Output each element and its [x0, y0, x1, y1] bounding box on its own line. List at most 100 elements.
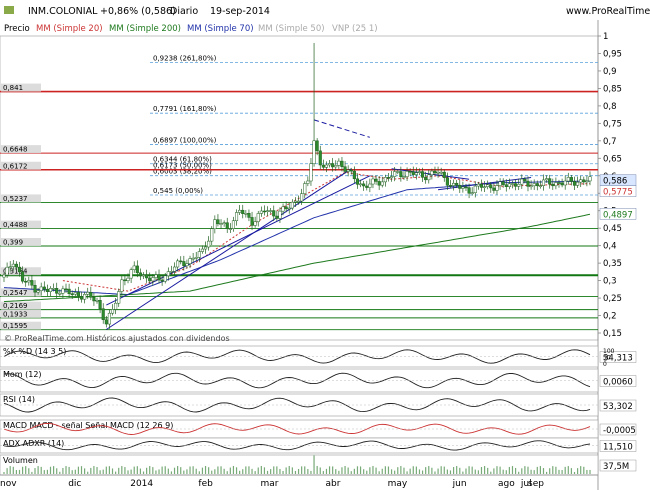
time-tick-label: jul [520, 479, 532, 489]
trendline [391, 168, 470, 180]
legend-vnp: VNP (25 1) [332, 24, 378, 34]
indicator-pane[interactable]: Volumen 37,5M [0, 454, 637, 476]
fibonacci-label: 0,545 (0,00%) [153, 187, 203, 195]
candle-body [483, 186, 487, 188]
candle-body [476, 183, 480, 187]
candle-body [300, 193, 304, 202]
level-label: 0,4488 [3, 221, 28, 229]
indicator-title: Volumen [3, 456, 38, 465]
candle-body [532, 183, 536, 187]
indicator-value: 37,5M [603, 462, 629, 472]
candle-body [188, 258, 192, 264]
candle-body [117, 291, 121, 304]
candle-body [176, 260, 180, 268]
candle-body [377, 181, 381, 186]
ma-line [62, 171, 591, 292]
candle-body [61, 288, 65, 294]
candle-body [386, 177, 391, 179]
candle-body [411, 171, 415, 175]
candle-body [455, 182, 459, 186]
time-tick-label: dic [68, 479, 81, 489]
candle-body [582, 179, 586, 183]
candle-body [265, 210, 270, 212]
indicator-title: ADX ADXR (14) [3, 439, 64, 448]
candle-body [402, 176, 406, 178]
candle-body [272, 210, 276, 217]
indicator-title: RSI (14) [3, 395, 35, 404]
price-tick-label: 0,3 [603, 277, 617, 287]
candle-body [303, 183, 307, 194]
candle-body [86, 292, 90, 295]
site: www.ProRealTime.com [566, 6, 650, 17]
time-tick-label: abr [326, 479, 341, 489]
legend-price: Precio [4, 24, 30, 34]
level-label-bg [1, 238, 41, 247]
price-tick-label: 0,65 [603, 154, 622, 164]
price-axis: 10,950,90,850,80,750,70,650,60,550,50,45… [597, 20, 622, 490]
candle-body [405, 171, 409, 177]
candle-body [510, 183, 515, 185]
candle-body [247, 213, 251, 218]
indicator-value-box [599, 375, 637, 387]
candle-body [101, 308, 105, 320]
indicator-pane[interactable]: ADX ADXR (14) 11,510 [0, 437, 637, 454]
candle-body [414, 172, 418, 175]
indicator-value: 11,510 [603, 443, 633, 453]
price-pane[interactable]: 10,950,90,850,80,750,70,650,60,550,50,45… [0, 20, 637, 490]
candle-body [470, 192, 474, 194]
candle-body [445, 177, 449, 186]
candle-body [76, 292, 80, 297]
candle-body [569, 177, 573, 182]
candle-body [572, 181, 577, 186]
level-label-bg [1, 83, 41, 92]
price-tick-label: 0,8 [603, 102, 617, 112]
candle-body [83, 294, 87, 300]
change: +0,86% (0,586) [100, 6, 176, 17]
candle-body [374, 178, 378, 182]
candle-body [256, 213, 260, 222]
indicator-pane[interactable]: Mom (12) 0,0060 [0, 368, 637, 393]
price-tag-label: 0,586 [603, 177, 627, 187]
candle-body [64, 288, 68, 291]
indicator-pane[interactable]: RSI (14) 53,302 [0, 393, 637, 417]
indicator-value: 34,313 [603, 354, 633, 364]
ma-line [3, 213, 591, 303]
candle-body [464, 186, 468, 189]
candle-body [399, 171, 403, 178]
indicator-value-box [599, 459, 637, 472]
price-tick-label: 0,15 [603, 329, 622, 339]
candle-body [172, 266, 177, 272]
symbol: INM.COLONIAL [28, 6, 98, 17]
candle-body [70, 293, 74, 295]
level-label-bg [1, 309, 41, 318]
level-label-bg [1, 145, 41, 154]
candle-body [489, 184, 493, 189]
candle-body [8, 266, 12, 268]
indicator-pane[interactable]: MACD MACD - señal Señal MACD (12 26 9) -0… [0, 419, 637, 439]
candle-body [290, 201, 294, 209]
price-tick-label: 0,85 [603, 84, 622, 94]
candle-body [541, 179, 546, 186]
candle-body [287, 207, 291, 210]
candle-body [408, 171, 412, 173]
indicator-value: -0,0005 [603, 426, 636, 436]
candle-body [393, 171, 397, 177]
candle-body [160, 279, 164, 282]
price-tick-label: 0,45 [603, 224, 622, 234]
trendline [106, 175, 371, 306]
candle-body [200, 248, 204, 252]
candle-body [486, 184, 490, 187]
candle-body [98, 300, 102, 309]
candle-body [368, 183, 372, 188]
candle-body [154, 274, 158, 278]
candle-body [151, 277, 155, 282]
candle-body [42, 286, 46, 290]
price-tag [599, 185, 637, 197]
candle-body [427, 174, 431, 181]
legend-sma70: MM (Simple 70) [187, 24, 254, 34]
time-tick-label: nov [0, 479, 17, 489]
candle-body [79, 296, 84, 300]
period: Diario [170, 6, 198, 17]
candle-body [126, 277, 130, 281]
